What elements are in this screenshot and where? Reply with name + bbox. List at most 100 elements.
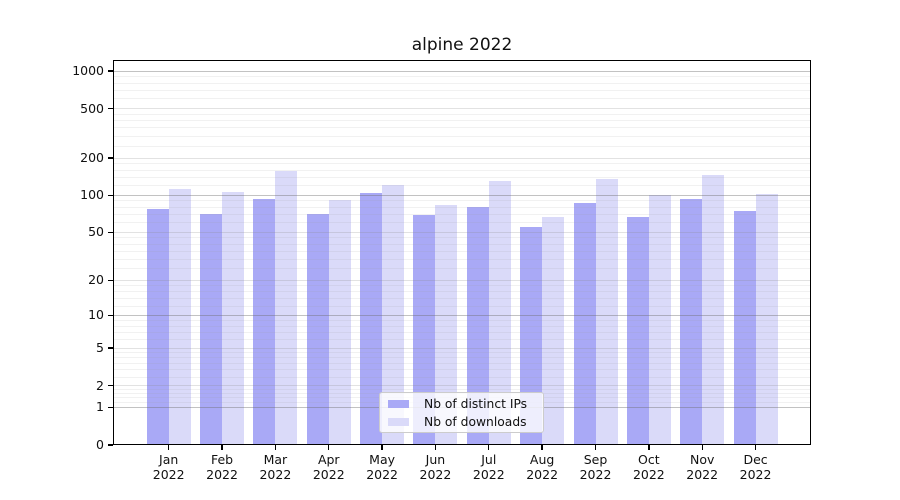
y-axis-tick-mark <box>108 384 113 387</box>
x-axis-tick-label: Jan 2022 <box>137 452 201 482</box>
grid-line-minor <box>113 291 811 293</box>
y-axis-tick-label: 1000 <box>72 63 104 79</box>
bar-downloads-jul <box>488 181 511 445</box>
grid-line-minor <box>113 76 811 78</box>
grid-line-major <box>113 108 811 110</box>
grid-line-minor <box>113 135 811 137</box>
grid-line-decade <box>113 70 811 72</box>
grid-line-minor <box>113 325 811 327</box>
bar-downloads-aug <box>542 216 565 445</box>
x-tick-year: 2022 <box>739 467 772 482</box>
bar-distinct-ips-oct <box>626 216 649 445</box>
x-axis-tick-mark <box>648 445 650 450</box>
grid-line-minor <box>113 297 811 299</box>
x-tick-year: 2022 <box>259 467 292 482</box>
y-axis-tick-mark <box>108 231 113 233</box>
chart-title: alpine 2022 <box>411 35 513 55</box>
x-axis-tick-label: Apr 2022 <box>297 452 361 482</box>
x-tick-year: 2022 <box>632 467 665 482</box>
grid-line-major <box>113 231 811 233</box>
y-axis-tick-label: 500 <box>80 100 104 116</box>
x-tick-month: Jan <box>159 452 179 467</box>
grid-line-minor <box>113 145 811 147</box>
x-axis-tick-label: Jun 2022 <box>403 452 467 482</box>
bar-downloads-may <box>382 185 405 445</box>
grid-line-minor <box>113 369 811 371</box>
y-axis-tick-label: 0 <box>96 437 104 452</box>
x-tick-month: Aug <box>529 452 555 467</box>
y-axis-tick-label: 100 <box>80 187 104 203</box>
y-axis-tick-mark <box>108 107 113 110</box>
bar-distinct-ips-may <box>360 192 383 445</box>
grid-line-decade <box>113 194 811 196</box>
grid-line-minor <box>113 222 811 224</box>
grid-line-minor <box>113 319 811 321</box>
x-tick-year: 2022 <box>366 467 398 482</box>
grid-line-minor <box>113 237 811 239</box>
x-axis-tick-label: Jul 2022 <box>457 452 521 482</box>
grid-line-minor <box>113 176 811 178</box>
x-tick-month: Mar <box>263 452 288 467</box>
x-axis-tick-label: Oct 2022 <box>617 452 681 482</box>
grid-line-minor <box>113 285 811 287</box>
x-tick-year: 2022 <box>526 467 559 482</box>
grid-line-minor <box>113 363 811 365</box>
bar-distinct-ips-jan <box>146 209 169 445</box>
bar-distinct-ips-aug <box>520 227 543 445</box>
bar-distinct-ips-dec <box>733 210 756 445</box>
x-axis-tick-mark <box>168 445 170 450</box>
grid-line-major <box>113 347 811 349</box>
y-axis-tick-label: 50 <box>88 224 104 240</box>
x-axis-tick-label: Feb 2022 <box>190 452 254 482</box>
bar-distinct-ips-sep <box>573 202 596 445</box>
y-axis-tick-mark <box>108 314 113 316</box>
grid-line-minor <box>113 357 811 359</box>
bar-distinct-ips-nov <box>680 198 703 445</box>
y-axis-tick-mark <box>108 347 113 349</box>
bar-distinct-ips-jul <box>466 206 489 445</box>
grid-line-minor <box>113 268 811 270</box>
x-axis-tick-label: May 2022 <box>350 452 414 482</box>
x-axis-tick-label: Sep 2022 <box>564 452 628 482</box>
grid-line-minor <box>113 89 811 91</box>
grid-line-major <box>113 279 811 281</box>
bar-downloads-dec <box>755 194 778 445</box>
x-tick-month: Nov <box>689 452 715 467</box>
y-axis-tick-label: 10 <box>88 307 104 323</box>
legend-swatch-distinct-ips <box>388 399 409 408</box>
grid-line-minor <box>113 250 811 252</box>
bar-downloads-apr <box>328 200 351 445</box>
x-tick-year: 2022 <box>579 467 612 482</box>
grid-line-minor <box>113 213 811 215</box>
bar-distinct-ips-jun <box>413 215 436 445</box>
grid-line-minor <box>113 113 811 115</box>
x-axis-tick-mark <box>328 445 330 450</box>
bar-downloads-jun <box>435 205 458 445</box>
y-axis-tick-mark <box>108 157 113 159</box>
legend-label: Nb of downloads <box>424 414 527 429</box>
bar-downloads-feb <box>222 191 245 445</box>
x-tick-month: Dec <box>743 452 768 467</box>
y-axis-tick-label: 20 <box>88 272 104 288</box>
legend-item: Nb of downloads <box>388 414 535 429</box>
x-tick-year: 2022 <box>206 467 238 482</box>
x-axis-tick-label: Nov 2022 <box>670 452 734 482</box>
x-axis-tick-label: Dec 2022 <box>724 452 788 482</box>
grid-line-minor <box>113 200 811 202</box>
grid-line-minor <box>113 120 811 122</box>
grid-line-decade <box>113 314 811 316</box>
legend-label: Nb of distinct IPs <box>424 396 528 411</box>
grid-line-minor <box>113 339 811 341</box>
grid-line-minor <box>113 305 811 307</box>
x-axis-tick-mark <box>488 445 490 450</box>
legend: Nb of distinct IPs Nb of downloads <box>379 392 544 433</box>
x-axis-tick-label: Aug 2022 <box>510 452 574 482</box>
x-tick-year: 2022 <box>312 467 345 482</box>
x-tick-month: Sep <box>583 452 608 467</box>
x-axis-tick-mark <box>274 445 277 450</box>
y-axis-tick-mark <box>108 444 113 446</box>
bar-distinct-ips-feb <box>200 213 223 445</box>
grid-line-minor <box>113 376 811 378</box>
bar-downloads-oct <box>648 195 671 445</box>
